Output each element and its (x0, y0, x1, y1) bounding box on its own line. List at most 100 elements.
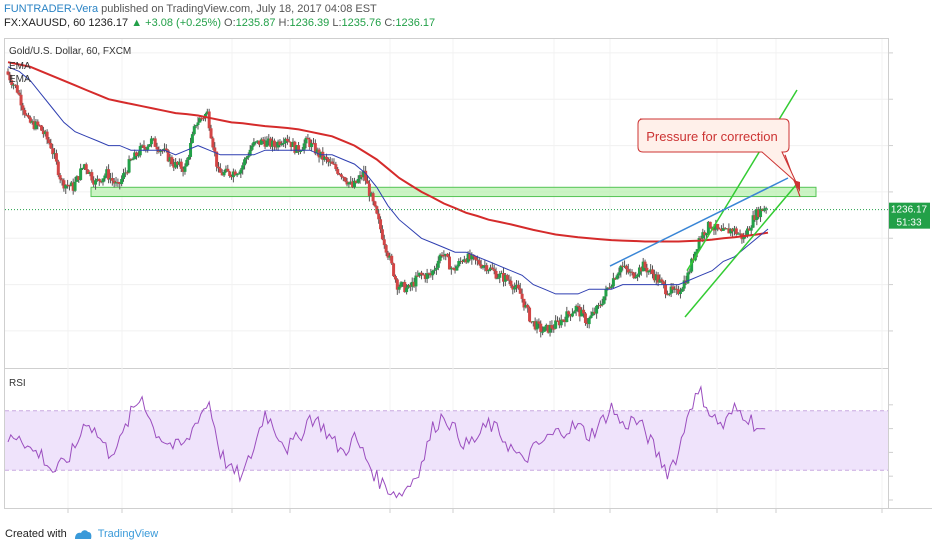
candle-body (604, 288, 608, 297)
last-price-badge-countdown: 51:33 (896, 218, 921, 229)
candle-body (550, 325, 554, 329)
low-value: 1235.76 (341, 17, 382, 29)
candle-body (177, 161, 181, 165)
candle-body (416, 275, 420, 277)
candle-body (412, 281, 416, 287)
candle-body (23, 110, 27, 115)
candle-body (330, 161, 334, 164)
candle-body (12, 84, 16, 86)
candle-body (690, 258, 694, 272)
candle-body (105, 169, 109, 176)
candle-body (500, 273, 504, 275)
candle-body (118, 182, 122, 185)
candle-body (418, 272, 422, 276)
author-link[interactable]: FUNTRADER-Vera (4, 3, 99, 15)
candle-body (576, 305, 580, 307)
candle-body (224, 168, 228, 173)
candle-body (36, 121, 40, 126)
ema-slow-line (7, 61, 769, 243)
candle-body (112, 180, 116, 184)
candle-body (563, 319, 567, 323)
candle-body (371, 193, 375, 202)
candle-body (108, 178, 112, 180)
candle-body (395, 279, 399, 290)
candle-body (289, 142, 293, 147)
candle-body (516, 284, 520, 289)
chart-title: Gold/U.S. Dollar, 60, FXCM (9, 46, 131, 57)
candle-body (380, 229, 384, 240)
candle-body (272, 140, 276, 147)
candle-body (107, 169, 111, 180)
candle-body (26, 115, 30, 118)
last-price: 1236.17 (88, 17, 129, 29)
candle-body (405, 287, 409, 293)
candle-body (695, 249, 699, 252)
close-value: 1236.17 (395, 17, 436, 29)
candle-body (79, 168, 83, 180)
candle-body (62, 180, 66, 189)
candle-body (135, 152, 139, 156)
candle-body (338, 173, 342, 175)
candle-body (187, 156, 191, 160)
candle-body (658, 279, 662, 283)
last-price-badge-price: 1236.17 (891, 205, 928, 216)
candle-body (248, 149, 252, 156)
candle-body (414, 275, 418, 287)
candle-body (651, 269, 655, 274)
candle-body (511, 285, 515, 290)
candle-body (34, 121, 38, 130)
candle-body (641, 261, 645, 272)
candle-body (447, 256, 451, 270)
candle-body (49, 142, 53, 149)
candle-body (727, 228, 731, 234)
high-value: 1236.39 (289, 17, 330, 29)
candle-body (310, 142, 314, 148)
candle-body (567, 311, 571, 315)
annotation-callout[interactable]: Pressure for correction (637, 118, 797, 183)
candle-body (159, 150, 163, 152)
candle-body (200, 118, 204, 120)
candle-body (719, 228, 723, 231)
candle-body (92, 180, 96, 185)
candle-body (552, 328, 556, 330)
candle-body (84, 164, 88, 170)
candle-body (54, 153, 58, 162)
support-zone[interactable] (90, 186, 817, 198)
candle-body (298, 151, 302, 153)
candle-body (660, 279, 664, 282)
candle-body (433, 269, 437, 271)
candle-body (280, 143, 284, 146)
candle-body (624, 265, 628, 270)
candle-body (226, 168, 230, 172)
candle-body (667, 293, 671, 295)
candle-body (90, 172, 94, 181)
candle-body (459, 260, 463, 262)
candle-body (513, 287, 517, 290)
channel-lower-line[interactable] (684, 182, 799, 318)
candle-body (95, 178, 99, 181)
candle-body (366, 180, 370, 184)
candle-body (492, 269, 496, 271)
candle-body (257, 140, 261, 145)
candle-body (518, 288, 522, 294)
candle-body (561, 319, 565, 321)
candle-body (51, 148, 55, 155)
candle-body (522, 298, 526, 308)
trend-line[interactable] (609, 177, 789, 267)
candle-body (77, 176, 81, 180)
candle-body (71, 182, 75, 191)
candle-body (503, 275, 507, 282)
candle-body (343, 177, 347, 182)
footer-brand[interactable]: TradingView (97, 528, 159, 540)
candle-body (703, 232, 707, 236)
candle-body (488, 267, 492, 271)
candle-body (323, 156, 327, 160)
candle-body (574, 305, 578, 312)
candle-body (746, 228, 750, 236)
candle-body (384, 245, 388, 253)
candle-body (738, 233, 742, 235)
candle-body (82, 164, 86, 169)
candle-body (427, 273, 431, 275)
candle-body (699, 238, 703, 240)
